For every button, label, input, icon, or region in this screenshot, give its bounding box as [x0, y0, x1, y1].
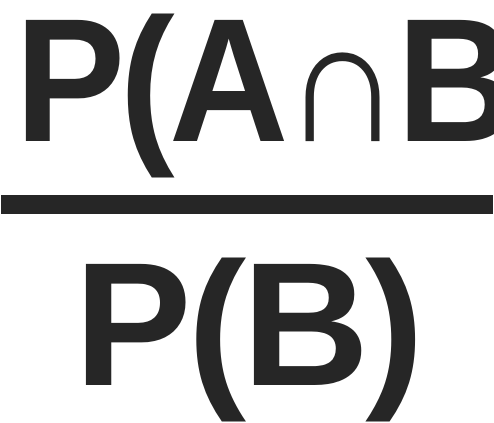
formula-numerator: P(A∩B) [14, 0, 494, 179]
fraction-bar [1, 195, 493, 214]
formula-denominator: P(B) [74, 227, 424, 423]
